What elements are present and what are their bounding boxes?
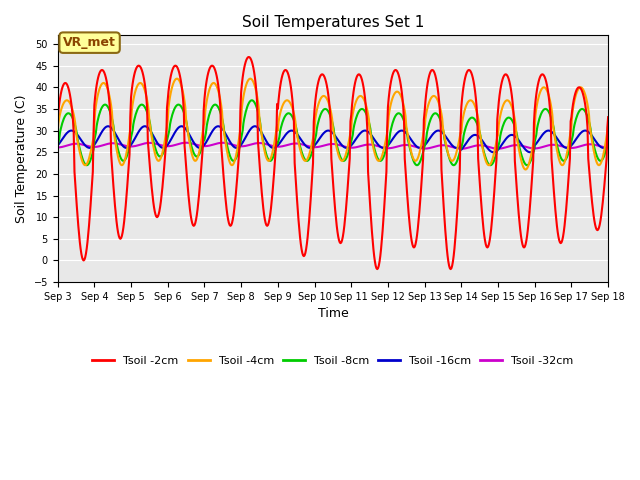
Tsoil -4cm: [199, 128, 207, 133]
Tsoil -16cm: [604, 143, 612, 148]
Tsoil -8cm: [248, 97, 256, 103]
Tsoil -8cm: [434, 112, 442, 118]
Tsoil -32cm: [325, 142, 333, 147]
Line: Tsoil -32cm: Tsoil -32cm: [58, 143, 608, 149]
Tsoil -16cm: [199, 144, 207, 149]
Tsoil -4cm: [379, 151, 387, 157]
Tsoil -32cm: [604, 144, 612, 150]
Tsoil -8cm: [199, 141, 207, 146]
Tsoil -8cm: [604, 139, 612, 144]
Tsoil -8cm: [83, 162, 90, 168]
Tsoil -4cm: [433, 96, 441, 101]
Tsoil -32cm: [54, 144, 61, 150]
Tsoil -16cm: [433, 128, 441, 134]
Line: Tsoil -4cm: Tsoil -4cm: [58, 79, 608, 169]
Tsoil -2cm: [175, 67, 182, 73]
Tsoil -16cm: [379, 145, 387, 151]
Tsoil -4cm: [556, 157, 563, 163]
Tsoil -32cm: [379, 144, 387, 150]
Tsoil -8cm: [326, 112, 333, 118]
Tsoil -2cm: [325, 98, 333, 104]
Legend: Tsoil -2cm, Tsoil -4cm, Tsoil -8cm, Tsoil -16cm, Tsoil -32cm: Tsoil -2cm, Tsoil -4cm, Tsoil -8cm, Tsoi…: [88, 351, 578, 371]
Line: Tsoil -2cm: Tsoil -2cm: [58, 57, 608, 269]
Tsoil -16cm: [325, 128, 333, 133]
Tsoil -2cm: [373, 266, 381, 272]
Tsoil -32cm: [556, 143, 563, 148]
Tsoil -2cm: [198, 153, 206, 159]
Tsoil -4cm: [325, 101, 333, 107]
Tsoil -32cm: [175, 141, 182, 147]
Tsoil -8cm: [54, 143, 61, 149]
Tsoil -2cm: [604, 114, 612, 120]
Text: VR_met: VR_met: [63, 36, 116, 49]
Line: Tsoil -16cm: Tsoil -16cm: [58, 126, 608, 152]
Tsoil -2cm: [245, 54, 253, 60]
Tsoil -4cm: [604, 123, 612, 129]
Tsoil -16cm: [104, 123, 112, 129]
Tsoil -32cm: [182, 140, 190, 145]
Y-axis label: Soil Temperature (C): Soil Temperature (C): [15, 95, 28, 223]
Line: Tsoil -8cm: Tsoil -8cm: [58, 100, 608, 165]
Tsoil -8cm: [380, 155, 387, 160]
Tsoil -4cm: [173, 76, 180, 82]
Tsoil -32cm: [458, 146, 465, 152]
Tsoil -4cm: [522, 167, 529, 172]
Tsoil -16cm: [175, 124, 183, 130]
Tsoil -16cm: [490, 149, 497, 155]
Tsoil -32cm: [433, 143, 441, 149]
Tsoil -2cm: [54, 117, 61, 123]
Tsoil -2cm: [556, 238, 563, 243]
Tsoil -2cm: [434, 85, 442, 91]
Tsoil -16cm: [556, 139, 563, 144]
Title: Soil Temperatures Set 1: Soil Temperatures Set 1: [242, 15, 424, 30]
Tsoil -32cm: [199, 143, 207, 149]
Tsoil -4cm: [54, 130, 61, 136]
Tsoil -16cm: [54, 143, 61, 148]
X-axis label: Time: Time: [317, 307, 348, 320]
Tsoil -8cm: [556, 150, 563, 156]
Tsoil -8cm: [175, 102, 183, 108]
Tsoil -2cm: [380, 217, 387, 223]
Tsoil -4cm: [175, 78, 183, 84]
